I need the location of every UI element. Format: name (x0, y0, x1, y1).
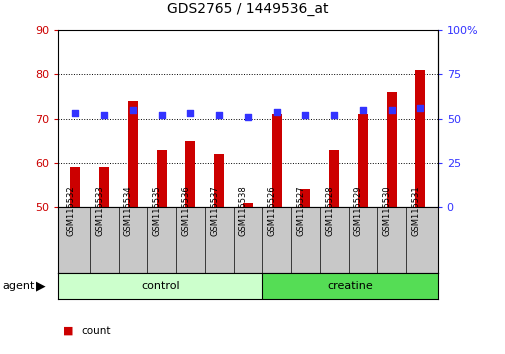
Text: ■: ■ (63, 326, 74, 336)
Text: GSM115531: GSM115531 (411, 185, 420, 236)
Text: GSM115528: GSM115528 (325, 185, 333, 236)
Text: GDS2765 / 1449536_at: GDS2765 / 1449536_at (167, 2, 328, 16)
Point (301, 112, 309, 118)
Bar (242, 202, 252, 207)
Text: creatine: creatine (326, 281, 372, 291)
Bar (415, 70, 425, 207)
Point (387, 107, 395, 113)
Bar (70, 167, 80, 207)
Text: GSM115530: GSM115530 (382, 185, 391, 236)
Bar (214, 154, 224, 207)
Point (243, 114, 251, 120)
Bar (99, 167, 109, 207)
Bar (271, 114, 281, 207)
Text: GSM115537: GSM115537 (210, 185, 219, 236)
Bar (58, 273, 262, 299)
Text: GSM115534: GSM115534 (124, 185, 133, 236)
Point (100, 112, 108, 118)
Text: count: count (81, 326, 110, 336)
Text: GSM115526: GSM115526 (267, 185, 276, 236)
Bar (157, 149, 166, 207)
Text: GSM115535: GSM115535 (153, 185, 162, 236)
Bar (329, 149, 338, 207)
Bar (185, 141, 195, 207)
Point (416, 105, 424, 111)
Point (186, 110, 194, 116)
Text: GSM115529: GSM115529 (353, 185, 362, 236)
Bar (300, 189, 310, 207)
Point (272, 109, 280, 114)
Bar (128, 101, 138, 207)
Point (71, 110, 79, 116)
Point (329, 112, 337, 118)
Text: GSM115533: GSM115533 (95, 185, 104, 236)
Bar (357, 114, 367, 207)
Text: control: control (141, 281, 179, 291)
Point (129, 107, 137, 113)
Bar (262, 273, 437, 299)
Point (215, 112, 223, 118)
Text: GSM115538: GSM115538 (238, 185, 247, 236)
Point (158, 112, 166, 118)
Text: GSM115532: GSM115532 (66, 185, 75, 236)
Text: GSM115536: GSM115536 (181, 185, 190, 236)
Text: ▶: ▶ (36, 279, 46, 292)
Text: agent: agent (3, 281, 35, 291)
Bar (386, 92, 396, 207)
Point (358, 107, 366, 113)
Text: GSM115527: GSM115527 (296, 185, 305, 236)
